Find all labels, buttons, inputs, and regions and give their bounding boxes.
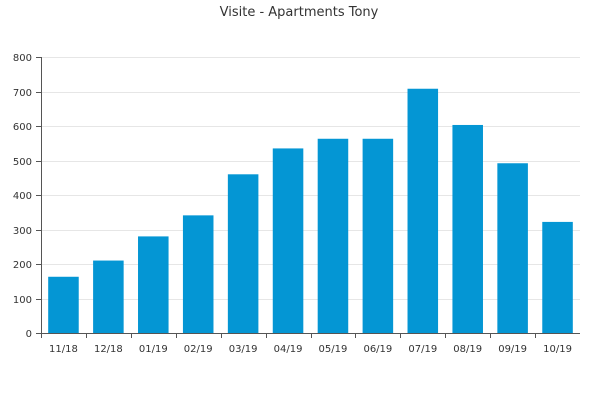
axes bbox=[36, 57, 580, 338]
x-tick-label: 12/18 bbox=[94, 344, 123, 355]
x-tick-label: 02/19 bbox=[184, 344, 213, 355]
x-tick-labels: 11/18 12/18 01/19 02/19 03/19 04/19 05/19 06/19… bbox=[49, 344, 572, 355]
bar bbox=[452, 124, 483, 333]
x-tick-label: 06/19 bbox=[363, 344, 392, 355]
y-tick-label: 300 bbox=[13, 226, 32, 237]
bar bbox=[272, 148, 304, 333]
gridlines bbox=[41, 57, 580, 300]
y-tick-label: 100 bbox=[13, 295, 32, 306]
x-tick-label: 08/19 bbox=[453, 344, 482, 355]
bar bbox=[182, 215, 214, 333]
x-tick-label: 10/19 bbox=[543, 344, 572, 355]
bar bbox=[48, 276, 79, 333]
x-tick-label: 03/19 bbox=[229, 344, 258, 355]
bar bbox=[93, 260, 124, 333]
bar bbox=[138, 236, 169, 333]
bar bbox=[227, 174, 259, 333]
x-tick-label: 04/19 bbox=[274, 344, 303, 355]
x-tick-label: 01/19 bbox=[139, 344, 168, 355]
bar bbox=[542, 221, 573, 333]
y-tick-labels: 0 100 200 300 400 500 600 700 800 bbox=[13, 53, 32, 340]
y-tick-label: 700 bbox=[13, 88, 32, 99]
y-tick-label: 600 bbox=[13, 122, 32, 133]
y-tick-label: 800 bbox=[13, 53, 32, 64]
x-tick-label: 07/19 bbox=[408, 344, 437, 355]
y-tick-label: 0 bbox=[26, 329, 32, 340]
y-tick-label: 400 bbox=[13, 191, 32, 202]
bar bbox=[407, 88, 439, 334]
bar bbox=[497, 163, 528, 333]
bar bbox=[317, 138, 349, 333]
y-tick-label: 200 bbox=[13, 260, 32, 271]
bar bbox=[362, 138, 394, 333]
bars bbox=[48, 88, 573, 334]
x-tick-label: 05/19 bbox=[319, 344, 348, 355]
y-tick-label: 500 bbox=[13, 157, 32, 168]
chart-title: Visite - Apartments Tony bbox=[220, 5, 379, 20]
x-tick-label: 09/19 bbox=[498, 344, 527, 355]
x-tick-label: 11/18 bbox=[49, 344, 78, 355]
